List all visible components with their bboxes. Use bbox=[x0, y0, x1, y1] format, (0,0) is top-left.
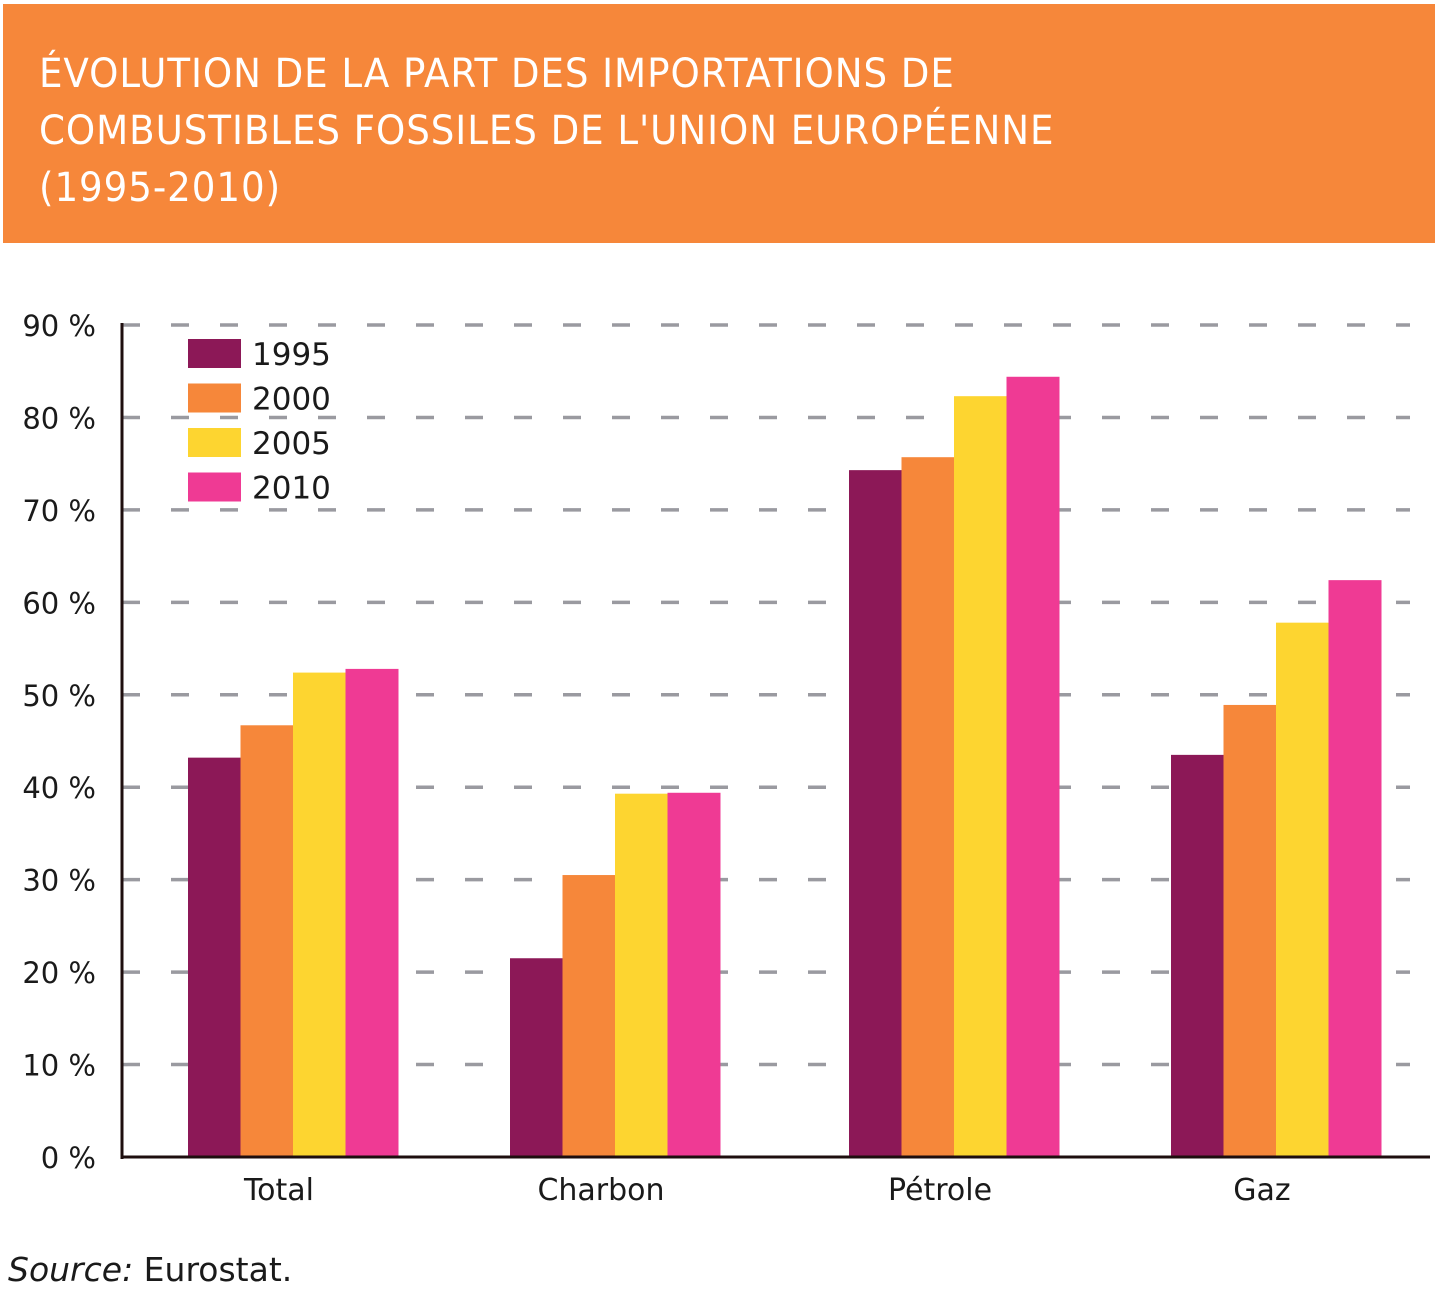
chart-title: ÉVOLUTION DE LA PART DES IMPORTATIONS DE… bbox=[39, 46, 1248, 217]
bar-gaz-2010 bbox=[1328, 580, 1382, 1157]
bar-petrole-2000 bbox=[901, 457, 955, 1157]
bar-gaz-1995 bbox=[1171, 754, 1224, 1157]
x-category-label: Pétrole bbox=[888, 1173, 992, 1208]
legend-swatch-2005 bbox=[188, 428, 241, 457]
bar-total-2000 bbox=[240, 725, 294, 1157]
title-banner: ÉVOLUTION DE LA PART DES IMPORTATIONS DE… bbox=[3, 4, 1435, 243]
bar-total-2010 bbox=[345, 668, 399, 1157]
y-tick-label: 40 % bbox=[22, 771, 96, 805]
legend-label-1995: 1995 bbox=[252, 337, 331, 373]
legend-swatch-1995 bbox=[188, 339, 241, 368]
source-note: Source: Eurostat. bbox=[8, 1250, 292, 1289]
legend-swatch-2010 bbox=[188, 472, 241, 502]
bar-total-1995 bbox=[188, 757, 241, 1157]
source-text: Eurostat. bbox=[133, 1250, 293, 1289]
bar-petrole-2010 bbox=[1006, 376, 1060, 1157]
y-tick-label: 30 % bbox=[22, 864, 96, 898]
y-tick-label: 50 % bbox=[22, 679, 96, 713]
bars bbox=[188, 376, 1382, 1157]
legend-label-2000: 2000 bbox=[252, 382, 331, 418]
legend-label-2010: 2010 bbox=[252, 471, 331, 507]
x-category-label: Charbon bbox=[537, 1173, 664, 1208]
bar-chart: 0 %10 %20 %30 %40 %50 %60 %70 %80 %90 % … bbox=[22, 309, 1430, 1208]
y-tick-label: 70 % bbox=[22, 494, 96, 528]
x-category-label: Gaz bbox=[1233, 1173, 1290, 1208]
bar-charbon-2005 bbox=[615, 793, 668, 1157]
chart-title-line: COMBUSTIBLES FOSSILES DE L'UNION EUROPÉE… bbox=[39, 108, 1055, 154]
axes bbox=[120, 323, 1430, 1159]
legend-swatch-2000 bbox=[188, 383, 241, 413]
x-axis-category-labels: Total Charbon Pétrole Gaz bbox=[243, 1173, 1291, 1208]
chart-title-line: (1995-2010) bbox=[39, 165, 282, 211]
chart-title-line: ÉVOLUTION DE LA PART DES IMPORTATIONS DE bbox=[39, 51, 955, 97]
x-category-label: Total bbox=[243, 1173, 314, 1208]
y-tick-label: 20 % bbox=[22, 956, 96, 990]
legend-label-2005: 2005 bbox=[252, 426, 331, 462]
y-tick-label: 10 % bbox=[22, 1049, 96, 1083]
bar-charbon-2000 bbox=[562, 875, 616, 1157]
bar-charbon-1995 bbox=[510, 958, 563, 1157]
bar-gaz-2005 bbox=[1276, 622, 1329, 1157]
bar-petrole-2005 bbox=[954, 396, 1007, 1157]
gridlines bbox=[122, 323, 1410, 1067]
bar-petrole-1995 bbox=[849, 470, 902, 1157]
bar-total-2005 bbox=[293, 672, 346, 1157]
y-axis-tick-labels: 0 % 10 % 20 % 30 % 40 % 50 % 60 % 70 % 80 % 90 % bbox=[22, 309, 96, 1175]
source-label: Source: bbox=[8, 1250, 134, 1289]
bar-gaz-2000 bbox=[1223, 704, 1277, 1157]
y-tick-label: 60 % bbox=[22, 586, 96, 620]
y-tick-label: 80 % bbox=[22, 401, 96, 435]
legend: 1995 2000 2005 2010 bbox=[188, 337, 331, 507]
y-tick-label: 90 % bbox=[22, 309, 96, 343]
bar-charbon-2010 bbox=[667, 792, 721, 1157]
y-tick-label: 0 % bbox=[41, 1141, 96, 1175]
